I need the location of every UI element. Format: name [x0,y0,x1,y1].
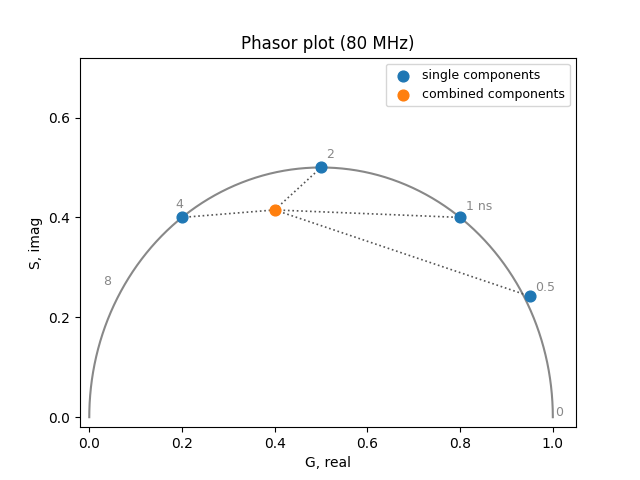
Text: 1 ns: 1 ns [466,201,492,214]
single components [525,292,535,300]
Legend: single components, combined components: single components, combined components [386,64,570,106]
Y-axis label: S, imag: S, imag [29,216,43,269]
Text: 8: 8 [104,275,111,288]
Text: 2: 2 [326,148,333,161]
single components [177,214,187,221]
Text: 4: 4 [175,198,183,211]
Text: 0.5: 0.5 [535,281,556,294]
combined components [269,206,280,214]
single components [316,164,326,171]
Title: Phasor plot (80 MHz): Phasor plot (80 MHz) [241,35,415,53]
single components [455,214,465,221]
Text: 0: 0 [555,406,563,419]
X-axis label: G, real: G, real [305,456,351,470]
